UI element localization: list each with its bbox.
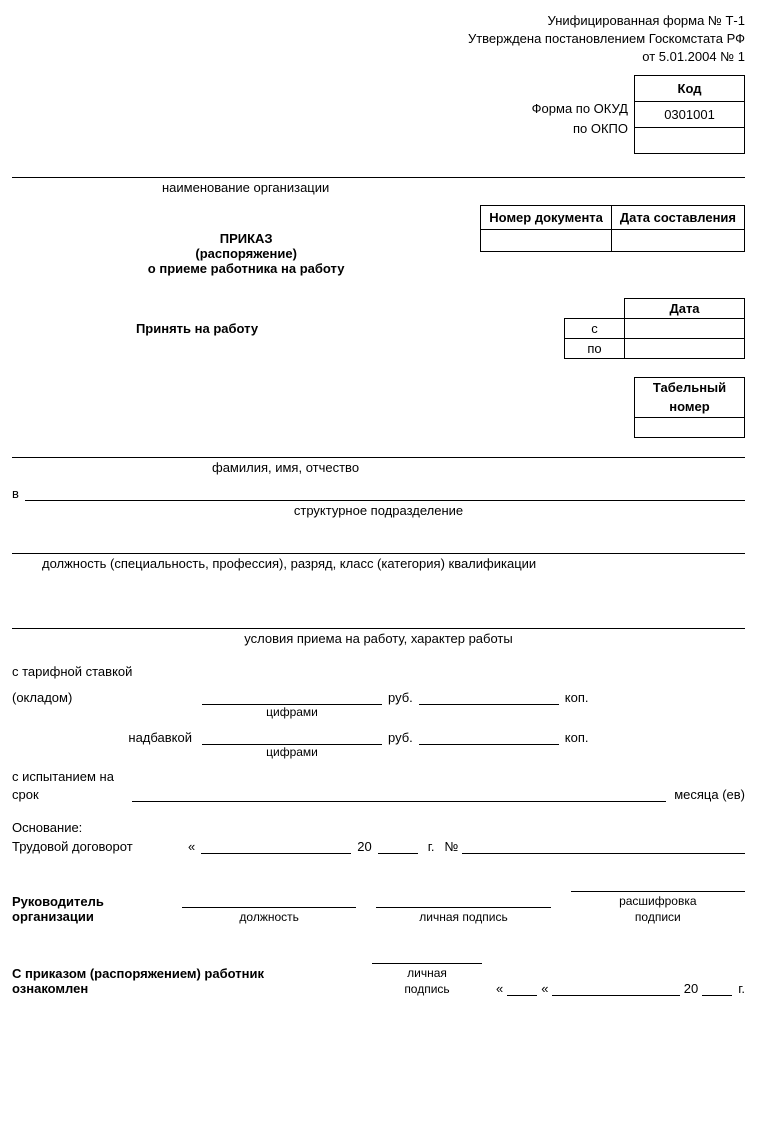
- acquaint-year20: 20: [684, 981, 698, 996]
- header-line2: Утверждена постановлением Госкомстата РФ: [12, 30, 745, 48]
- code-labels: Форма по ОКУД по ОКПО: [532, 75, 634, 141]
- doc-num-header: Номер документа: [481, 205, 612, 229]
- allowance-label: надбавкой: [12, 730, 202, 745]
- okud-label: Форма по ОКУД: [532, 99, 628, 120]
- salary-rub-line: [202, 687, 382, 705]
- acquaint-line1: [507, 982, 537, 996]
- basis-g: г.: [428, 839, 435, 854]
- okud-value: 0301001: [635, 101, 745, 127]
- title-main: ПРИКАЗ: [12, 231, 480, 246]
- salary-row: (окладом) руб. коп.: [12, 687, 745, 705]
- acquaint-signature1: личная: [372, 966, 482, 980]
- salary-kop-line: [419, 687, 559, 705]
- date-from-value: [625, 318, 745, 338]
- probation-label1: с испытанием на: [12, 769, 745, 784]
- conditions-line: [12, 611, 745, 629]
- tabnum-header2: номер: [635, 397, 745, 417]
- basis-line3: [462, 840, 745, 854]
- allowance-row: надбавкой руб. коп.: [12, 727, 745, 745]
- date-to-value: [625, 338, 745, 358]
- acquaint-signature2: подпись: [372, 982, 482, 996]
- manager-decoding1: расшифровка: [571, 894, 745, 908]
- tabnum-value: [635, 417, 745, 437]
- manager-decoding2: подписи: [571, 910, 745, 924]
- manager-block: Руководитель организации: [12, 894, 182, 924]
- tabnum-header1: Табельный: [635, 377, 745, 397]
- date-to-label: по: [565, 338, 625, 358]
- basis-quote1: «: [188, 839, 195, 854]
- code-table: Код 0301001: [634, 75, 745, 154]
- conditions-label: условия приема на работу, характер работ…: [12, 631, 745, 646]
- organization-line: [12, 160, 745, 178]
- acquaint-g: г.: [738, 981, 745, 996]
- date-range: Дата с по: [382, 298, 745, 359]
- probation-label2: срок: [12, 787, 132, 802]
- position-line: [12, 536, 745, 554]
- doc-num-value: [481, 229, 612, 251]
- tabnum-block: Табельный номер: [12, 377, 745, 438]
- basis-year20: 20: [357, 839, 371, 854]
- probation-line: [132, 784, 666, 802]
- okpo-value: [635, 127, 745, 153]
- title-sub2: о приеме работника на работу: [12, 261, 480, 276]
- acquaint-label2: ознакомлен: [12, 981, 372, 996]
- form-header: Унифицированная форма № Т-1 Утверждена п…: [12, 12, 745, 67]
- acquaint-line3: [702, 982, 732, 996]
- manager-decoding-line: [571, 876, 745, 892]
- organization-label: наименование организации: [12, 180, 745, 195]
- doc-date-header: Дата составления: [611, 205, 744, 229]
- accept-label: Принять на работу: [12, 321, 382, 336]
- allowance-rub-line: [202, 727, 382, 745]
- acquaint-signature-line: [372, 948, 482, 964]
- position-label: должность (специальность, профессия), ра…: [12, 556, 745, 571]
- manager-signature-line: [376, 892, 550, 908]
- doc-meta: Номер документа Дата составления: [480, 205, 745, 252]
- salary-digits1: цифрами: [202, 705, 382, 719]
- code-block: Форма по ОКУД по ОКПО Код 0301001: [12, 75, 745, 154]
- fio-label: фамилия, имя, отчество: [12, 460, 745, 475]
- manager-signature-label: личная подпись: [376, 910, 550, 924]
- dept-label: структурное подразделение: [12, 503, 745, 518]
- acquaint-label1: С приказом (распоряжением) работник: [12, 966, 372, 981]
- manager-label1: Руководитель: [12, 894, 182, 909]
- acquaint-quote1: «: [496, 981, 503, 996]
- acquaint-quote2: «: [541, 981, 548, 996]
- header-line3: от 5.01.2004 № 1: [12, 48, 745, 66]
- acquaint-row: С приказом (распоряжением) работник озна…: [12, 948, 745, 996]
- okpo-label: по ОКПО: [532, 119, 628, 140]
- fio-line: [12, 440, 745, 458]
- title-sub1: (распоряжение): [12, 246, 480, 261]
- date-from-label: с: [565, 318, 625, 338]
- accept-row: Принять на работу Дата с по: [12, 298, 745, 359]
- acquaint-line2: [552, 982, 679, 996]
- manager-position-label: должность: [182, 910, 356, 924]
- manager-position-line: [182, 892, 356, 908]
- allowance-kop: коп.: [565, 730, 589, 745]
- salary-label1: с тарифной ставкой: [12, 664, 745, 679]
- basis-line1: [201, 840, 351, 854]
- allowance-rub: руб.: [388, 730, 413, 745]
- v-prefix: в: [12, 486, 19, 501]
- salary-label2: (окладом): [12, 690, 202, 705]
- header-line1: Унифицированная форма № Т-1: [12, 12, 745, 30]
- basis-line2: [378, 840, 418, 854]
- code-header: Код: [635, 75, 745, 101]
- probation-suffix: месяца (ев): [674, 787, 745, 802]
- allowance-kop-line: [419, 727, 559, 745]
- dept-line: [25, 483, 745, 501]
- allowance-digits: цифрами: [202, 745, 382, 759]
- title-block: ПРИКАЗ (распоряжение) о приеме работника…: [12, 201, 480, 276]
- basis-num: №: [444, 839, 458, 854]
- salary-kop: коп.: [565, 690, 589, 705]
- manager-label2: организации: [12, 909, 182, 924]
- salary-rub: руб.: [388, 690, 413, 705]
- date-range-header: Дата: [625, 298, 745, 318]
- basis-label: Основание:: [12, 820, 745, 835]
- basis-contract: Трудовой договорот: [12, 839, 182, 854]
- doc-date-value: [611, 229, 744, 251]
